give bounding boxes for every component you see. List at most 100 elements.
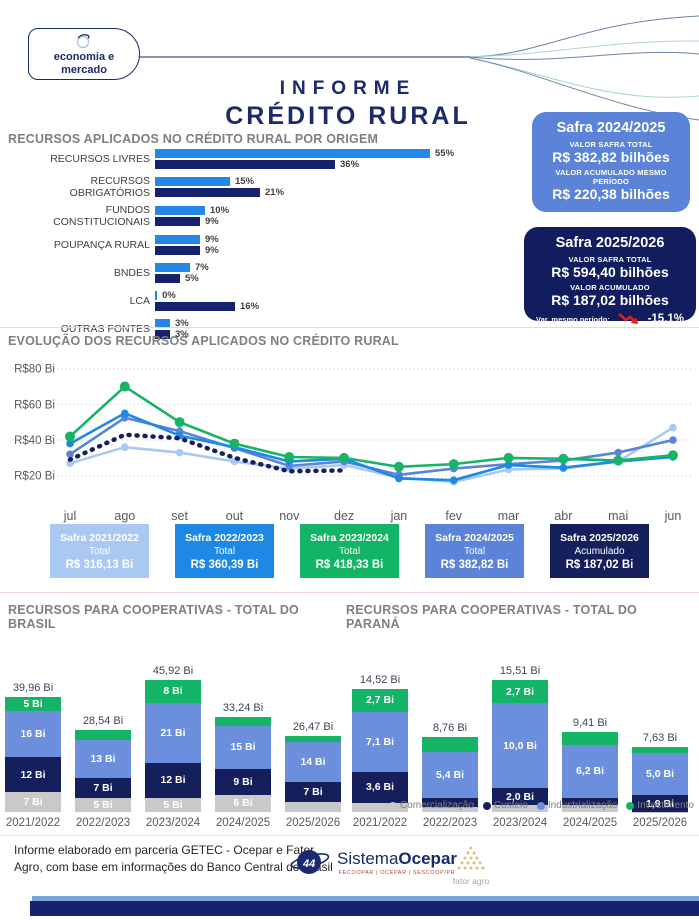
evo-card-title: Safra 2022/2023: [185, 531, 264, 544]
stack-category-label: 2022/2023: [422, 817, 478, 829]
x-axis-month-label: out: [226, 509, 244, 523]
bar-pair: 15% 21%: [155, 176, 528, 199]
bar: [155, 262, 190, 272]
bar: [155, 159, 335, 169]
origem-bar-chart: RECURSOS LIVRES 55% 36% RECURSOS OBRIGATÓRI…: [8, 147, 528, 345]
legend-item: Comercialização: [388, 800, 474, 811]
stack-column: 26,47 Bi 14 Bi 7 Bi 2025/2026: [285, 721, 341, 829]
x-axis-month-label: jan: [390, 509, 408, 523]
stack-total-label: 39,96 Bi: [12, 682, 54, 695]
data-point: [229, 438, 240, 449]
var-label: Var. mesmo período:: [536, 314, 610, 324]
bar-value-label: 9%: [205, 244, 219, 256]
legend-swatch: [482, 801, 491, 810]
stack-segment-industrializao: 7,1 Bi: [352, 711, 408, 773]
data-point: [668, 450, 678, 461]
stack-segment-comercializao: 5 Bi: [75, 797, 131, 812]
data-point: [121, 409, 129, 418]
stack-segment-investimento: [422, 737, 478, 753]
bar-row: RECURSOS OBRIGATÓRIOS 15% 21%: [8, 175, 528, 199]
coop-parana-block: RECURSOS PARA COOPERATIVAS - TOTAL DO PA…: [346, 603, 694, 829]
stack-segment-investimento: 5 Bi: [5, 697, 61, 712]
stack-category-label: 2021/2022: [5, 817, 61, 829]
stack-segment-industrializao: 6,2 Bi: [562, 744, 618, 798]
stack-bar: 13 Bi 7 Bi 5 Bi: [75, 730, 131, 812]
stack-total-label: 9,41 Bi: [572, 717, 608, 730]
evo-card-value: R$ 382,82 Bi: [440, 558, 509, 571]
y-axis-tick-label: R$20 Bi: [14, 471, 55, 483]
stack-total-label: 8,76 Bi: [432, 722, 468, 735]
evolution-safra-card: Safra 2024/2025 Total R$ 382,82 Bi: [425, 524, 524, 578]
evo-card-label: Acumulado: [574, 545, 625, 557]
coop-brasil-block: RECURSOS PARA COOPERATIVAS - TOTAL DO BR…: [5, 603, 341, 829]
stack-category-label: 2021/2022: [352, 817, 408, 829]
stack-segment-custeio: 7 Bi: [75, 777, 131, 798]
ocepar-globe-icon: 44: [290, 850, 330, 874]
safra-2025-2026-card: Safra 2025/2026 VALOR SAFRA TOTAL R$ 594…: [524, 227, 696, 325]
card-label: VALOR ACUMULADO MESMO PERÍODO: [555, 168, 667, 186]
ocepar-wordmark: SistemaOcepar: [337, 848, 458, 868]
stack-segment-investimento: [562, 732, 618, 745]
data-point: [119, 381, 130, 392]
y-axis-tick-label: R$60 Bi: [14, 399, 55, 411]
card-title: Safra 2025/2026: [555, 235, 665, 251]
bar-row: FUNDOS CONSTITUCIONAIS 10% 9%: [8, 204, 528, 228]
line-chart-svg: R$20 Bi R$40 Bi R$60 Bi R$80 Bi jul ago set out…: [14, 364, 691, 523]
bar: [155, 245, 200, 255]
bar-category-label: OUTRAS FONTES: [60, 322, 150, 335]
stack-segment-custeio: 7 Bi: [285, 781, 341, 802]
footer-credits-text: Informe elaborado em parceria GETEC - Oc…: [14, 843, 333, 875]
section-title-parana: RECURSOS PARA COOPERATIVAS - TOTAL DO PA…: [346, 603, 637, 631]
evo-card-value: R$ 316,13 Bi: [65, 558, 134, 571]
var-value: -15,1%: [647, 313, 684, 325]
bar-line: 3%: [155, 329, 528, 340]
evolution-safra-card: Safra 2022/2023 Total R$ 360,39 Bi: [175, 524, 274, 578]
data-point: [66, 459, 74, 468]
divider: [0, 327, 699, 328]
stack-column: 28,54 Bi 13 Bi 7 Bi 5 Bi 2022/2023: [75, 715, 131, 829]
bar-value-label: 7%: [195, 261, 209, 273]
stack-segment-custeio: 12 Bi: [5, 757, 61, 792]
bar-value-label: 10%: [210, 205, 230, 216]
stack-segment-comercializao: [492, 805, 548, 812]
evo-card-label: Total: [213, 545, 236, 557]
stack-segment-industrializao: 13 Bi: [75, 740, 131, 778]
legend-label: Comercialização: [399, 800, 474, 811]
evolution-safra-card: Safra 2021/2022 Total R$ 316,13 Bi: [50, 524, 149, 578]
evo-card-title: Safra 2023/2024: [310, 531, 389, 544]
bar: [155, 148, 430, 158]
stack-segment-investimento: [632, 746, 688, 753]
bar-line: 9%: [155, 216, 528, 227]
bar-line: 9%: [155, 244, 528, 256]
stack-segment-comercializao: 5 Bi: [145, 797, 201, 812]
evolution-safra-cards: Safra 2021/2022 Total R$ 316,13 Bi Safra 20…: [0, 524, 699, 578]
stack-bar: 14 Bi 7 Bi: [285, 735, 341, 812]
stack-segment-comercializao: 7 Bi: [5, 791, 61, 812]
evo-card-value: R$ 418,33 Bi: [315, 558, 384, 571]
card-title: Safra 2024/2025: [556, 120, 666, 136]
bar-category-label: POUPANÇA RURAL: [53, 238, 150, 251]
data-point: [669, 436, 677, 444]
page-title: INFORME CRÉDITO RURAL: [218, 78, 478, 131]
section-title-evolucao: EVOLUÇÃO DOS RECURSOS APLICADOS NO CRÉDI…: [8, 334, 399, 348]
bar-row: BNDES 7% 5%: [8, 261, 528, 284]
data-point: [284, 452, 295, 462]
stack-segment-custeio: 1,9 Bi: [632, 795, 688, 812]
data-point: [449, 476, 458, 484]
header-decoration-curves: [138, 15, 699, 121]
evo-card-title: Safra 2021/2022: [60, 531, 139, 544]
legend-item: Industrialização: [536, 800, 617, 811]
stack-category-label: 2024/2025: [562, 817, 618, 829]
bar-row: LCA 0% 16%: [8, 289, 528, 312]
line-series-20252026: [67, 432, 347, 474]
bar-value-label: 55%: [435, 147, 455, 159]
bar: [155, 188, 260, 197]
globe-hand-icon: [76, 34, 90, 49]
legend-swatch: [388, 801, 397, 810]
stack-segment-industrializao: 14 Bi: [285, 741, 341, 782]
stack-bar: 6,2 Bi: [562, 732, 618, 812]
bar-pair: 55% 36%: [155, 147, 528, 170]
data-point: [614, 448, 622, 457]
stack-total-label: 7,63 Bi: [642, 731, 678, 744]
bar-pair: 9% 9%: [155, 233, 528, 256]
